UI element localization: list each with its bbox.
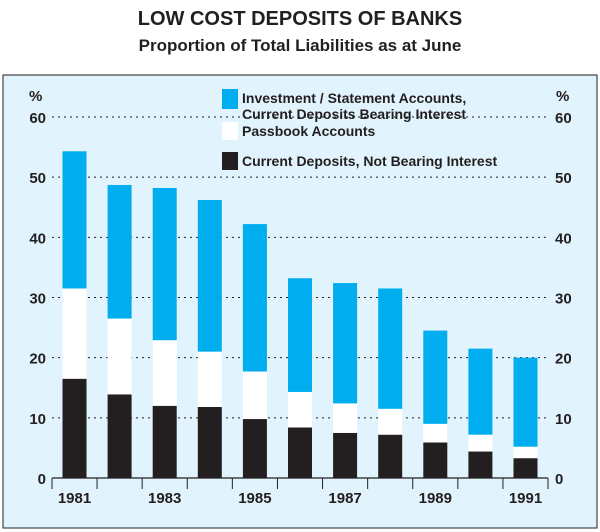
bar-segment-investment (333, 283, 358, 404)
y-tick-label-right: 60 (555, 110, 572, 127)
bar-segment-not-bearing (423, 442, 448, 478)
y-tick-label-right: 30 (555, 291, 572, 308)
y-tick-label-right: 50 (555, 170, 572, 187)
bar-segment-passbook (468, 434, 493, 452)
bars (62, 151, 538, 478)
x-tick-label: 1987 (328, 490, 361, 507)
x-tick-label: 1985 (238, 490, 271, 507)
y-tick-label-right: 10 (555, 411, 572, 428)
bar-segment-passbook (333, 403, 358, 433)
bar-segment-not-bearing (468, 451, 493, 478)
x-tick-label: 1983 (148, 490, 181, 507)
y-unit-right: % (556, 88, 569, 105)
bar-segment-investment (152, 187, 177, 341)
bar-segment-passbook (242, 371, 267, 420)
bar-segment-passbook (378, 408, 403, 435)
bar-segment-investment (62, 151, 87, 289)
y-tick-label-left: 20 (29, 351, 46, 368)
bar-segment-investment (423, 330, 448, 424)
bar-segment-not-bearing (288, 427, 312, 478)
y-tick-label-left: 40 (29, 230, 46, 247)
x-tick-label: 1989 (419, 490, 452, 507)
bar-segment-not-bearing (107, 394, 132, 478)
bar-segment-passbook (152, 340, 177, 406)
chart-subtitle: Proportion of Total Liabilities as at Ju… (138, 36, 462, 55)
legend-label: Passbook Accounts (242, 123, 376, 139)
bar-segment-not-bearing (333, 432, 358, 478)
bar-segment-investment (378, 288, 403, 409)
bar-segment-investment (242, 224, 267, 372)
y-tick-label-left: 0 (38, 471, 46, 488)
bar-segment-not-bearing (62, 378, 87, 478)
y-tick-label-right: 0 (555, 471, 563, 488)
chart-title: LOW COST DEPOSITS OF BANKS (137, 8, 463, 30)
bar-segment-passbook (62, 288, 87, 379)
bar-segment-not-bearing (242, 419, 267, 478)
x-tick-label: 1981 (58, 490, 91, 507)
y-tick-label-left: 10 (29, 411, 46, 428)
bar-segment-not-bearing (152, 405, 177, 478)
legend: Investment / Statement Accounts,Current … (222, 89, 497, 170)
y-tick-label-left: 50 (29, 170, 46, 187)
bar-segment-investment (197, 200, 222, 352)
y-unit-left: % (29, 88, 42, 105)
legend-swatch (222, 152, 238, 170)
y-tick-label-left: 30 (29, 291, 46, 308)
bar-segment-investment (468, 348, 493, 435)
bar-segment-investment (513, 357, 538, 447)
axes: 0 0 10 10 20 20 30 30 40 40 50 50 60 60 1981 1983 1985 19… (29, 110, 571, 507)
y-tick-label-left: 60 (29, 110, 46, 127)
bar-segment-not-bearing (197, 407, 222, 478)
legend-swatch (222, 122, 238, 140)
bar-segment-passbook (513, 446, 538, 459)
bar-segment-passbook (197, 351, 222, 408)
legend-label: Investment / Statement Accounts, (242, 90, 466, 106)
y-tick-label-right: 40 (555, 230, 572, 247)
bar-segment-not-bearing (513, 458, 538, 478)
bar-segment-investment (107, 184, 132, 319)
bar-segment-passbook (423, 423, 448, 443)
x-tick-label: 1991 (509, 490, 542, 507)
bar-segment-passbook (288, 391, 312, 428)
legend-label: Current Deposits, Not Bearing Interest (242, 153, 497, 169)
bar-segment-not-bearing (378, 434, 403, 478)
legend-swatch (222, 89, 238, 109)
legend-label: Current Deposits Bearing Interest (242, 106, 466, 122)
y-tick-label-right: 20 (555, 351, 572, 368)
bar-segment-passbook (107, 318, 132, 395)
bar-segment-investment (288, 278, 312, 392)
